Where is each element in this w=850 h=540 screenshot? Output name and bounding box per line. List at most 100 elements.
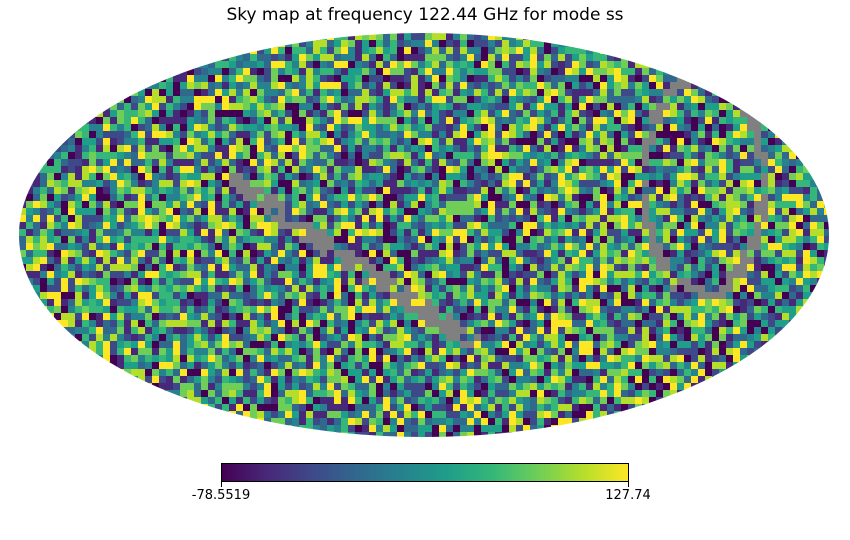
map-pixel	[341, 369, 349, 377]
map-pixel	[614, 89, 622, 97]
map-pixel	[33, 264, 41, 272]
map-pixel	[733, 306, 741, 314]
map-pixel	[306, 369, 314, 377]
map-pixel	[516, 278, 524, 286]
map-pixel	[747, 285, 755, 293]
map-pixel	[369, 68, 377, 76]
map-pixel	[467, 243, 475, 251]
map-pixel	[516, 320, 524, 328]
map-pixel	[383, 138, 391, 146]
map-pixel	[404, 166, 412, 174]
map-pixel	[383, 250, 391, 258]
map-pixel	[803, 229, 811, 237]
map-pixel	[817, 285, 825, 293]
map-pixel	[404, 68, 412, 76]
map-pixel	[299, 369, 307, 377]
map-pixel	[222, 278, 230, 286]
map-pixel	[656, 229, 664, 237]
map-pixel	[89, 145, 97, 153]
map-pixel	[663, 68, 671, 76]
map-pixel	[334, 355, 342, 363]
map-pixel	[782, 201, 790, 209]
map-pixel	[712, 243, 720, 251]
map-pixel	[257, 334, 265, 342]
map-pixel	[47, 292, 55, 300]
map-pixel	[187, 341, 195, 349]
map-pixel	[327, 320, 335, 328]
map-pixel	[488, 159, 496, 167]
map-pixel	[222, 103, 230, 111]
map-pixel	[292, 320, 300, 328]
map-pixel	[481, 222, 489, 230]
map-pixel	[299, 173, 307, 181]
map-pixel	[670, 236, 678, 244]
map-pixel	[614, 327, 622, 335]
map-pixel	[677, 75, 685, 83]
map-pixel	[663, 159, 671, 167]
map-pixel	[131, 201, 139, 209]
map-pixel	[355, 173, 363, 181]
map-pixel	[229, 145, 237, 153]
map-pixel	[502, 54, 510, 62]
map-pixel	[432, 159, 440, 167]
map-pixel	[173, 257, 181, 265]
map-pixel	[544, 376, 552, 384]
map-pixel	[796, 313, 804, 321]
map-pixel	[82, 299, 90, 307]
map-pixel	[159, 243, 167, 251]
map-pixel	[278, 166, 286, 174]
map-pixel	[292, 250, 300, 258]
map-pixel	[642, 292, 650, 300]
map-pixel	[348, 355, 356, 363]
map-pixel	[131, 306, 139, 314]
map-pixel	[691, 215, 699, 223]
map-pixel	[159, 194, 167, 202]
map-pixel	[327, 292, 335, 300]
map-pixel	[215, 187, 223, 195]
map-pixel	[299, 131, 307, 139]
map-pixel	[593, 271, 601, 279]
map-pixel	[565, 208, 573, 216]
map-pixel	[663, 271, 671, 279]
map-pixel	[446, 201, 454, 209]
map-pixel	[754, 180, 762, 188]
map-pixel	[558, 222, 566, 230]
map-pixel	[54, 222, 62, 230]
map-pixel	[467, 215, 475, 223]
map-pixel	[201, 292, 209, 300]
map-pixel	[376, 278, 384, 286]
map-pixel	[677, 264, 685, 272]
map-pixel	[215, 215, 223, 223]
map-pixel	[411, 299, 419, 307]
map-pixel	[61, 243, 69, 251]
map-pixel	[75, 243, 83, 251]
map-pixel	[684, 271, 692, 279]
map-pixel	[782, 194, 790, 202]
map-pixel	[467, 334, 475, 342]
map-pixel	[397, 327, 405, 335]
map-pixel	[432, 362, 440, 370]
map-pixel	[635, 152, 643, 160]
map-pixel	[236, 355, 244, 363]
map-pixel	[544, 75, 552, 83]
map-pixel	[159, 341, 167, 349]
map-pixel	[817, 222, 825, 230]
map-pixel	[257, 194, 265, 202]
map-pixel	[341, 257, 349, 265]
map-pixel	[551, 369, 559, 377]
map-pixel	[502, 103, 510, 111]
map-pixel	[796, 243, 804, 251]
map-pixel	[271, 327, 279, 335]
map-pixel	[488, 362, 496, 370]
map-pixel	[705, 131, 713, 139]
map-pixel	[89, 131, 97, 139]
map-pixel	[663, 236, 671, 244]
map-pixel	[628, 299, 636, 307]
map-pixel	[446, 166, 454, 174]
map-pixel	[698, 145, 706, 153]
map-pixel	[320, 355, 328, 363]
map-pixel	[628, 348, 636, 356]
map-pixel	[544, 299, 552, 307]
map-pixel	[523, 348, 531, 356]
map-pixel	[89, 257, 97, 265]
